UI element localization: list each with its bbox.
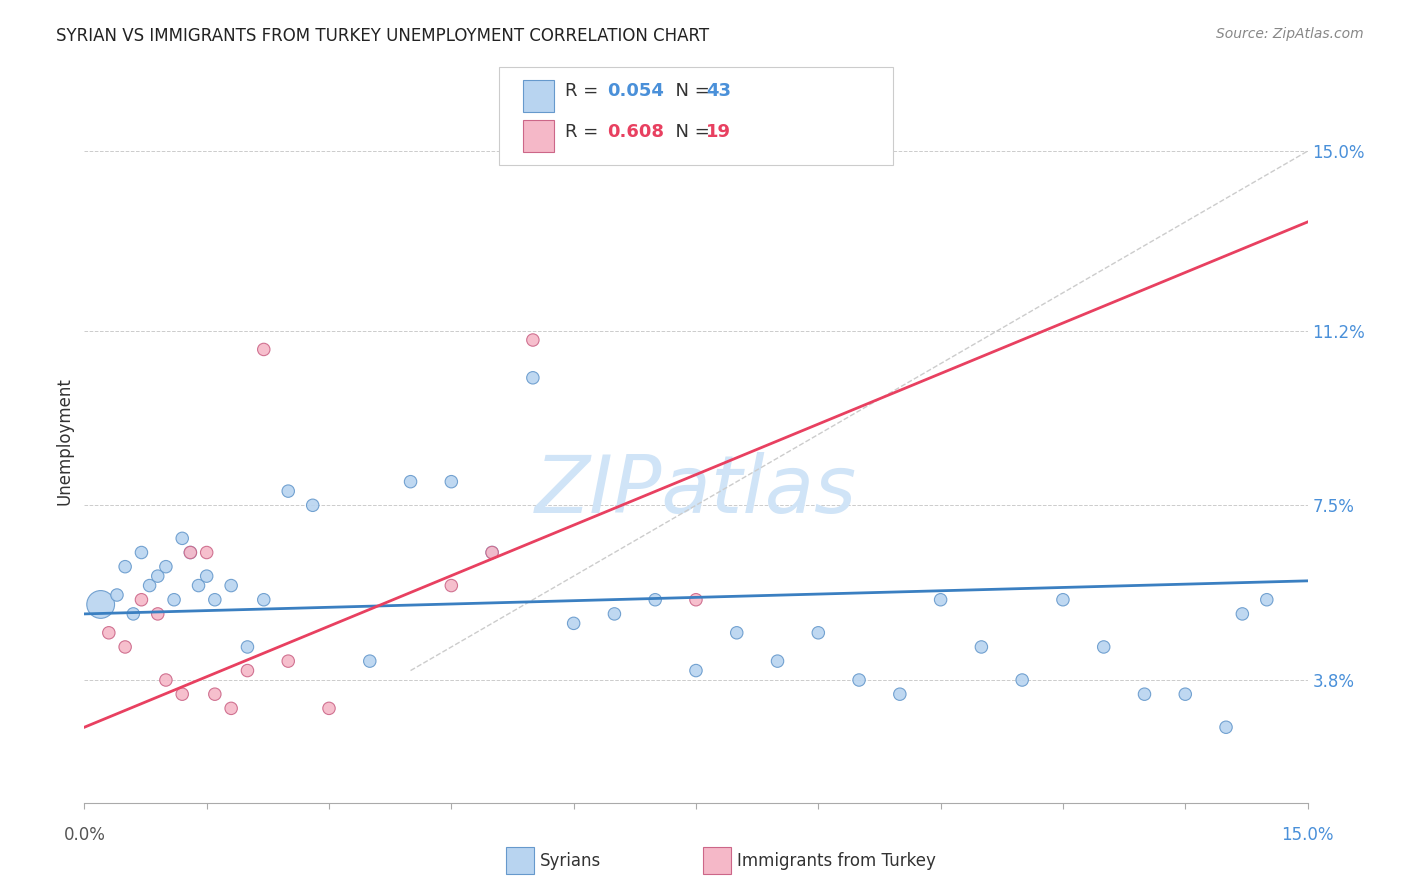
Point (1256, 592, 1278, 607)
Point (105, 588, 128, 602)
Point (481, 545, 503, 559)
Point (481, 545, 503, 559)
Text: 19: 19 (706, 123, 731, 141)
Point (253, 592, 276, 607)
Point (1232, 607, 1254, 621)
Text: ZIPatlas: ZIPatlas (534, 452, 858, 530)
Text: R =: R = (565, 123, 605, 141)
Point (277, 654, 299, 668)
Point (1215, 720, 1237, 734)
Point (1174, 687, 1197, 701)
Point (187, 578, 209, 592)
Point (122, 607, 145, 621)
Point (146, 569, 169, 583)
Text: N =: N = (664, 123, 716, 141)
Point (848, 120, 870, 135)
Point (929, 592, 952, 607)
Point (179, 545, 201, 559)
Point (1011, 673, 1033, 687)
Point (359, 654, 381, 668)
Point (1133, 687, 1156, 701)
Text: SYRIAN VS IMMIGRANTS FROM TURKEY UNEMPLOYMENT CORRELATION CHART: SYRIAN VS IMMIGRANTS FROM TURKEY UNEMPLO… (56, 27, 710, 45)
Point (163, 592, 186, 607)
Point (195, 545, 218, 559)
Point (172, 687, 194, 701)
Point (219, 701, 242, 715)
Point (131, 592, 153, 607)
Text: Syrians: Syrians (540, 852, 602, 870)
Point (236, 664, 259, 678)
Point (146, 607, 169, 621)
Text: 0.054: 0.054 (607, 82, 664, 100)
Point (277, 484, 299, 499)
Point (204, 687, 226, 701)
Point (155, 559, 177, 574)
Y-axis label: Unemployment: Unemployment (55, 377, 73, 506)
Text: 43: 43 (706, 82, 731, 100)
Point (1052, 592, 1074, 607)
Text: R =: R = (565, 82, 605, 100)
Point (970, 640, 993, 654)
Point (114, 640, 136, 654)
Text: N =: N = (664, 82, 716, 100)
Point (644, 592, 666, 607)
Point (236, 640, 259, 654)
Point (114, 559, 136, 574)
Point (318, 701, 340, 715)
Point (725, 625, 748, 640)
Point (90, 598, 112, 612)
Text: 15.0%: 15.0% (1281, 826, 1334, 845)
Point (253, 343, 276, 357)
Point (138, 578, 160, 592)
Point (603, 607, 626, 621)
Text: Source: ZipAtlas.com: Source: ZipAtlas.com (1216, 27, 1364, 41)
Text: 0.0%: 0.0% (63, 826, 105, 845)
Point (97, 625, 120, 640)
Point (440, 578, 463, 592)
Text: 0.608: 0.608 (607, 123, 665, 141)
Point (301, 498, 323, 512)
Point (1092, 640, 1115, 654)
Point (685, 592, 707, 607)
Point (399, 475, 422, 489)
Point (889, 687, 911, 701)
Point (522, 333, 544, 347)
Point (766, 654, 789, 668)
Point (848, 673, 870, 687)
Point (204, 592, 226, 607)
Point (131, 545, 153, 559)
Point (685, 664, 707, 678)
Text: Immigrants from Turkey: Immigrants from Turkey (737, 852, 935, 870)
Point (219, 578, 242, 592)
Point (155, 673, 177, 687)
Point (562, 616, 585, 631)
Point (179, 545, 201, 559)
Point (440, 475, 463, 489)
Point (807, 625, 830, 640)
Point (522, 371, 544, 385)
Point (172, 532, 194, 546)
Point (195, 569, 218, 583)
